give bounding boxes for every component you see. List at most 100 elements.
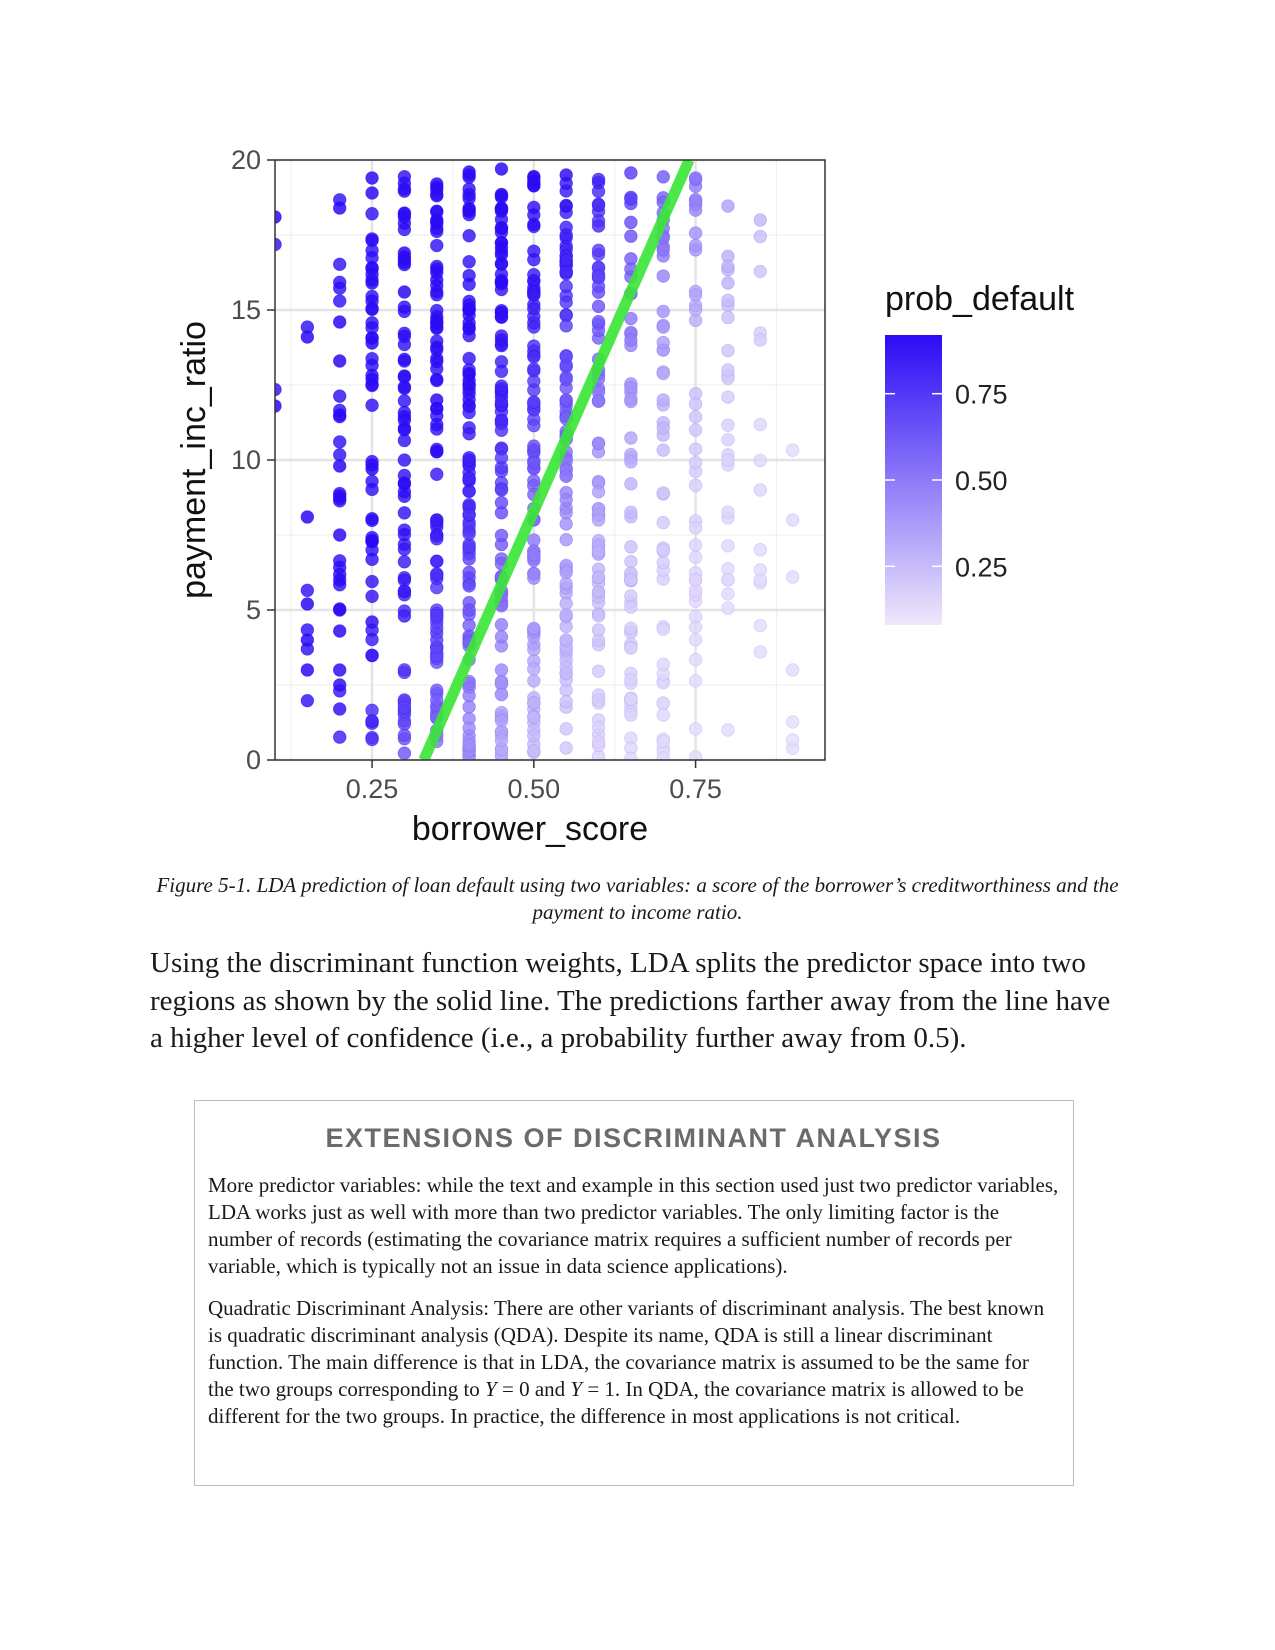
data-point xyxy=(785,443,800,457)
data-point xyxy=(688,226,703,240)
data-point xyxy=(430,693,444,707)
data-point xyxy=(688,455,703,470)
data-point xyxy=(721,723,735,737)
data-point xyxy=(624,708,638,722)
data-point xyxy=(656,170,670,184)
data-point xyxy=(494,733,509,747)
data-point xyxy=(430,362,444,376)
data-point xyxy=(365,262,379,276)
data-point xyxy=(462,392,476,407)
data-point xyxy=(688,410,703,424)
data-point xyxy=(688,674,703,688)
data-point xyxy=(430,177,444,191)
data-point xyxy=(753,417,767,432)
data-point xyxy=(527,744,541,758)
data-point xyxy=(397,542,412,556)
data-point xyxy=(397,728,412,742)
data-point xyxy=(527,439,541,453)
data-point xyxy=(688,573,703,587)
data-point xyxy=(656,366,670,381)
data-point xyxy=(591,570,606,584)
data-point xyxy=(462,316,476,330)
data-point xyxy=(753,229,767,244)
data-point xyxy=(591,720,606,734)
variable-y-2: Y xyxy=(570,1377,583,1401)
data-point xyxy=(721,363,735,377)
data-point xyxy=(397,609,412,623)
data-point xyxy=(333,294,347,308)
data-point xyxy=(624,431,638,445)
data-point xyxy=(430,633,444,647)
data-point xyxy=(656,696,670,710)
data-point xyxy=(688,397,703,411)
data-point xyxy=(365,186,379,200)
data-point xyxy=(624,333,638,347)
data-point xyxy=(559,350,573,364)
data-point xyxy=(591,394,606,408)
data-point xyxy=(430,554,444,568)
data-point xyxy=(721,276,735,290)
data-point xyxy=(365,462,379,476)
data-point xyxy=(430,513,444,527)
data-point xyxy=(494,483,509,497)
data-point xyxy=(300,510,315,524)
data-point xyxy=(494,495,509,510)
data-point xyxy=(397,326,412,341)
data-point xyxy=(494,630,509,644)
data-point xyxy=(656,751,670,760)
data-point xyxy=(656,243,670,257)
data-point xyxy=(494,225,509,240)
data-point xyxy=(559,372,573,387)
data-point xyxy=(300,583,315,598)
data-point xyxy=(365,511,379,526)
data-point xyxy=(494,394,509,409)
data-point xyxy=(559,168,573,182)
data-point xyxy=(462,471,476,485)
data-point xyxy=(430,373,444,388)
x-axis-label: borrower_score xyxy=(412,810,648,848)
data-point xyxy=(721,293,735,308)
data-point xyxy=(527,456,541,470)
data-point xyxy=(430,422,444,436)
data-point xyxy=(624,215,638,230)
data-point xyxy=(527,395,541,409)
data-point xyxy=(494,162,509,176)
data-point xyxy=(333,678,347,692)
data-point xyxy=(365,316,379,330)
data-point xyxy=(527,362,541,376)
data-point xyxy=(591,299,606,314)
data-point xyxy=(494,676,509,690)
data-point xyxy=(591,436,606,451)
data-point xyxy=(656,708,670,722)
data-point xyxy=(591,172,606,187)
data-point xyxy=(527,219,541,234)
variable-y-1: Y xyxy=(485,1377,497,1401)
data-points xyxy=(275,162,800,760)
data-point xyxy=(333,603,347,617)
data-point xyxy=(624,554,638,569)
data-point xyxy=(462,351,476,366)
data-point xyxy=(624,229,638,243)
data-point xyxy=(591,623,606,637)
data-point xyxy=(365,351,379,366)
data-point xyxy=(656,555,670,570)
data-point xyxy=(494,364,509,379)
data-point xyxy=(785,570,800,584)
data-point xyxy=(527,288,541,302)
legend-label: 0.75 xyxy=(955,380,1008,410)
data-point xyxy=(462,207,476,222)
data-point xyxy=(688,538,703,552)
sidebar-paragraph-1: More predictor variables: while the text… xyxy=(208,1173,1059,1278)
legend-title: prob_default xyxy=(885,280,1075,318)
data-point xyxy=(365,233,379,248)
data-point xyxy=(721,259,735,274)
data-point xyxy=(300,597,315,611)
data-point xyxy=(365,301,379,316)
data-point xyxy=(462,618,476,632)
data-point xyxy=(721,390,735,404)
data-point xyxy=(300,693,315,708)
data-point xyxy=(462,187,476,202)
legend-label: 0.25 xyxy=(955,552,1008,582)
data-point xyxy=(333,663,347,677)
data-point xyxy=(559,198,573,213)
